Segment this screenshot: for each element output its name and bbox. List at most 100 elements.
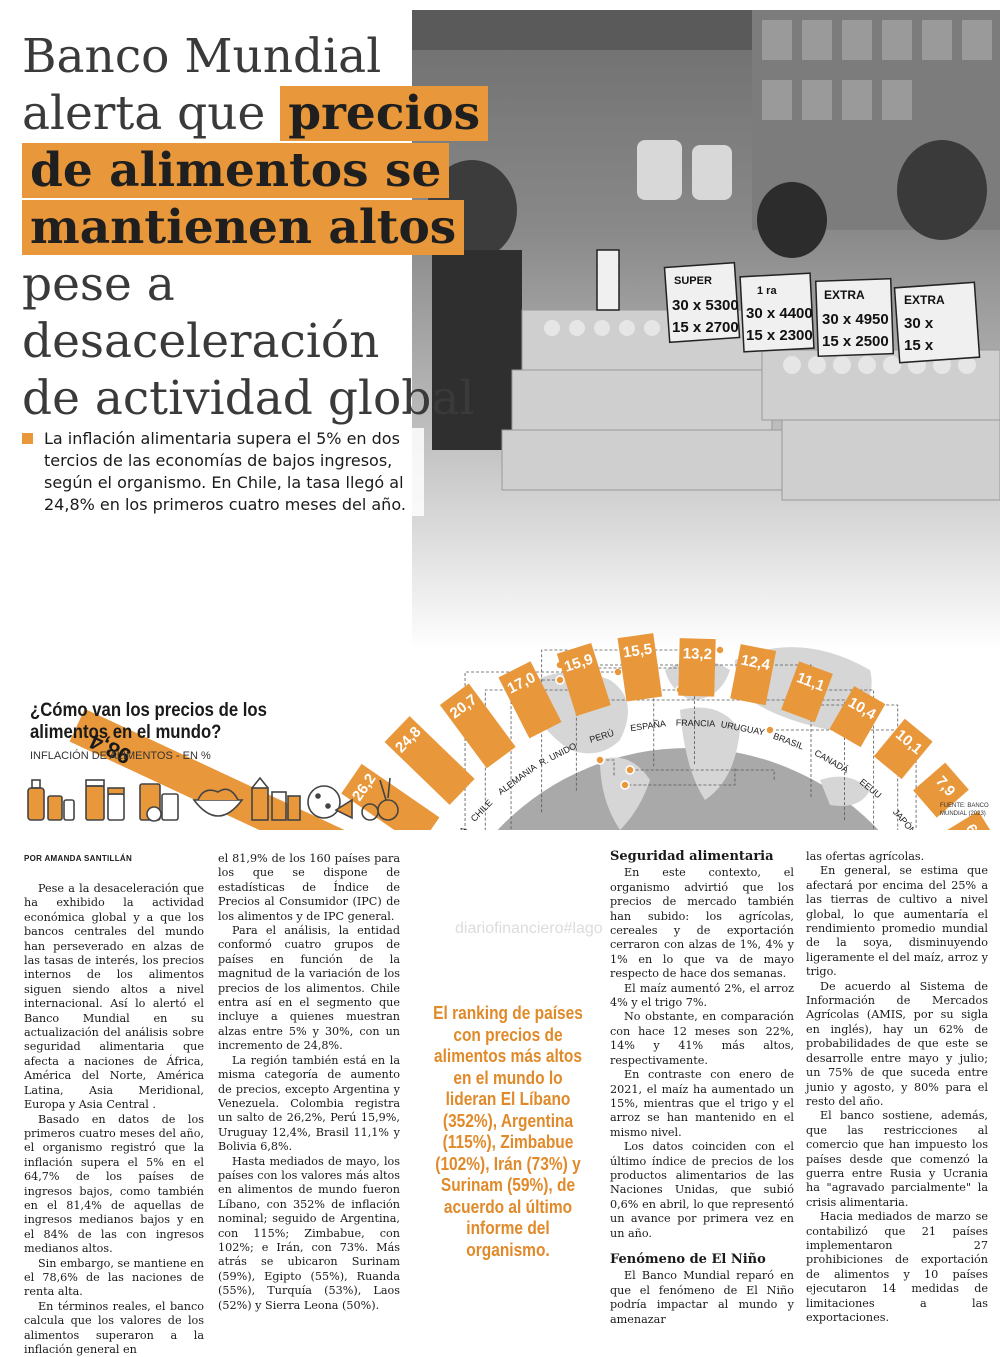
col2-paragraph: Hasta mediados de mayo, los países con l… xyxy=(218,1154,400,1312)
country-label: ALEMANIA xyxy=(496,762,539,797)
sign-4-price-30: 30 x xyxy=(904,315,934,332)
byline: POR AMANDA SANTILLÁN xyxy=(24,854,133,863)
country-label: JAPÓN xyxy=(891,807,918,830)
sign-2-header: 1 ra xyxy=(757,285,777,297)
bar xyxy=(781,661,833,723)
col4-paragraph: las ofertas agrícolas. xyxy=(806,850,925,863)
headline-line-3: de alimentos se xyxy=(22,142,522,199)
sign-1-price-15: 15 x 2700 xyxy=(672,319,739,336)
leader-line xyxy=(560,664,812,797)
market-photo: SUPER 30 x 5300 15 x 2700 1 ra 30 x 4400… xyxy=(412,10,1000,650)
bar xyxy=(730,644,777,706)
country-label: BRASIL xyxy=(772,731,805,752)
bar-group: 15,5 ESPAÑA xyxy=(617,633,667,733)
country-label: CHILE xyxy=(469,798,495,824)
bar xyxy=(873,718,933,780)
country-label: COLOMBIA xyxy=(434,825,469,830)
country-marker xyxy=(715,645,725,655)
leader-line xyxy=(580,699,845,821)
bar xyxy=(556,642,611,716)
leader-line xyxy=(600,759,615,776)
south-america-shape xyxy=(600,757,650,830)
country-label: ESPAÑA xyxy=(630,718,667,733)
bar-group: 6,2CHINA xyxy=(946,810,998,830)
bar xyxy=(498,661,562,739)
food-icons-row xyxy=(27,776,399,822)
leader-line xyxy=(541,649,720,813)
bar-value-label: 12,4 xyxy=(740,652,773,674)
market-scene-illustration: SUPER 30 x 5300 15 x 2700 1 ra 30 x 4400… xyxy=(412,10,1000,501)
col3-paragraph: Los datos coinciden con el último índice… xyxy=(610,1140,794,1240)
map-disc xyxy=(497,748,879,830)
headline-line-2: alerta que precios xyxy=(22,85,522,142)
leader-line xyxy=(510,679,560,830)
leader-line xyxy=(790,704,899,830)
headline-highlight-2: de alimentos se xyxy=(22,143,450,198)
bar xyxy=(946,810,998,830)
col2-paragraph: Para el análisis, la entidad conformó cu… xyxy=(218,924,400,1053)
watermark: diariofinanciero#lago xyxy=(455,920,603,937)
article-column-4: las ofertas agrícolas. En general, se es… xyxy=(806,850,988,1325)
article-column-1: Pese a la desaceleración que ha exhibido… xyxy=(24,882,204,1357)
sign-2-price-30: 30 x 4400 xyxy=(746,305,813,322)
col1-paragraph: Pese a la desaceleración que ha exhibido… xyxy=(24,882,204,1112)
chart-source: FUENTE: BANCO MUNDIAL (2023) xyxy=(940,802,989,818)
salad-bowl-icon xyxy=(192,788,244,817)
headline-line-1: Banco Mundial xyxy=(22,29,382,84)
country-marker xyxy=(620,780,630,790)
leader-line xyxy=(630,769,775,780)
country-marker xyxy=(595,755,605,765)
bar-value-label: 15,5 xyxy=(622,641,653,662)
source-line-2: MUNDIAL (2023) xyxy=(940,811,986,817)
col4-paragraph: En general, se estima que afectará por e… xyxy=(806,864,988,979)
bar xyxy=(439,683,516,769)
headline-highlight-1: precios xyxy=(280,86,489,141)
sign-4-price-15: 15 x xyxy=(904,337,934,354)
col3-paragraph: En contraste con enero de 2021, el maíz … xyxy=(610,1068,794,1139)
chart-title: ¿Cómo van los precios de los alimentos e… xyxy=(30,700,267,743)
bar xyxy=(829,686,886,748)
chart-subtitle: INFLACIÓN DE ALIMENTOS - EN % xyxy=(30,750,211,762)
col1-paragraph: En términos reales, el banco calcula que… xyxy=(24,1299,204,1356)
col4-paragraph: Hacia mediados de marzo se contabilizó q… xyxy=(806,1210,988,1324)
country-marker xyxy=(625,765,635,775)
leader-line xyxy=(820,689,875,830)
col2-paragraph: el 81,9% de los 160 países para los que … xyxy=(218,852,400,923)
milk-cartons-icon xyxy=(251,776,301,821)
country-label: CANADÁ xyxy=(813,748,850,775)
col3-paragraph: El maíz aumentó 2%, el arroz 4% y el tri… xyxy=(610,981,794,1010)
col3-paragraph: El Banco Mundial reparó en que el fenóme… xyxy=(610,1269,794,1326)
bar-group: 13,2 FRANCIA xyxy=(676,638,716,729)
bar xyxy=(913,762,969,818)
bar xyxy=(384,716,475,805)
africa-shape xyxy=(680,707,740,800)
headline-highlight-3: mantienen altos xyxy=(22,200,465,255)
country-label: FRANCIA xyxy=(676,718,716,729)
country-marker xyxy=(613,667,623,677)
sign-3-price-30: 30 x 4950 xyxy=(822,311,889,328)
bar-value-label: 13,2 xyxy=(682,645,712,663)
headline-line-5: pese a desaceleración xyxy=(22,257,380,369)
country-label: R. UNIDO xyxy=(537,741,578,768)
col1-paragraph: Basado en datos de los primeros cuatro m… xyxy=(24,1112,204,1256)
sign-1-price-30: 30 x 5300 xyxy=(672,297,739,314)
vegetables-icon xyxy=(361,777,399,821)
headline-line-6: de actividad global xyxy=(22,371,475,426)
oceania-shape xyxy=(820,776,870,806)
cereal-jars-icon xyxy=(85,779,125,821)
headline-line-4: mantienen altos xyxy=(22,199,522,256)
lead-text: La inflación alimentaria supera el 5% en… xyxy=(44,429,406,514)
bottles-icon xyxy=(27,779,75,821)
leader-line xyxy=(484,689,600,830)
pull-quote: El ranking de países con precios de alim… xyxy=(433,1003,583,1260)
col4-paragraph: El banco sostiene, además, que las restr… xyxy=(806,1109,988,1209)
cookies-icon xyxy=(307,785,353,820)
country-marker xyxy=(765,725,775,735)
sign-2-price-15: 15 x 2300 xyxy=(746,327,813,344)
lead-paragraph: La inflación alimentaria supera el 5% en… xyxy=(22,428,424,516)
headline: Banco Mundial alerta que precios de alim… xyxy=(22,28,522,427)
col2-paragraph: La región también está en la misma categ… xyxy=(218,1053,400,1154)
